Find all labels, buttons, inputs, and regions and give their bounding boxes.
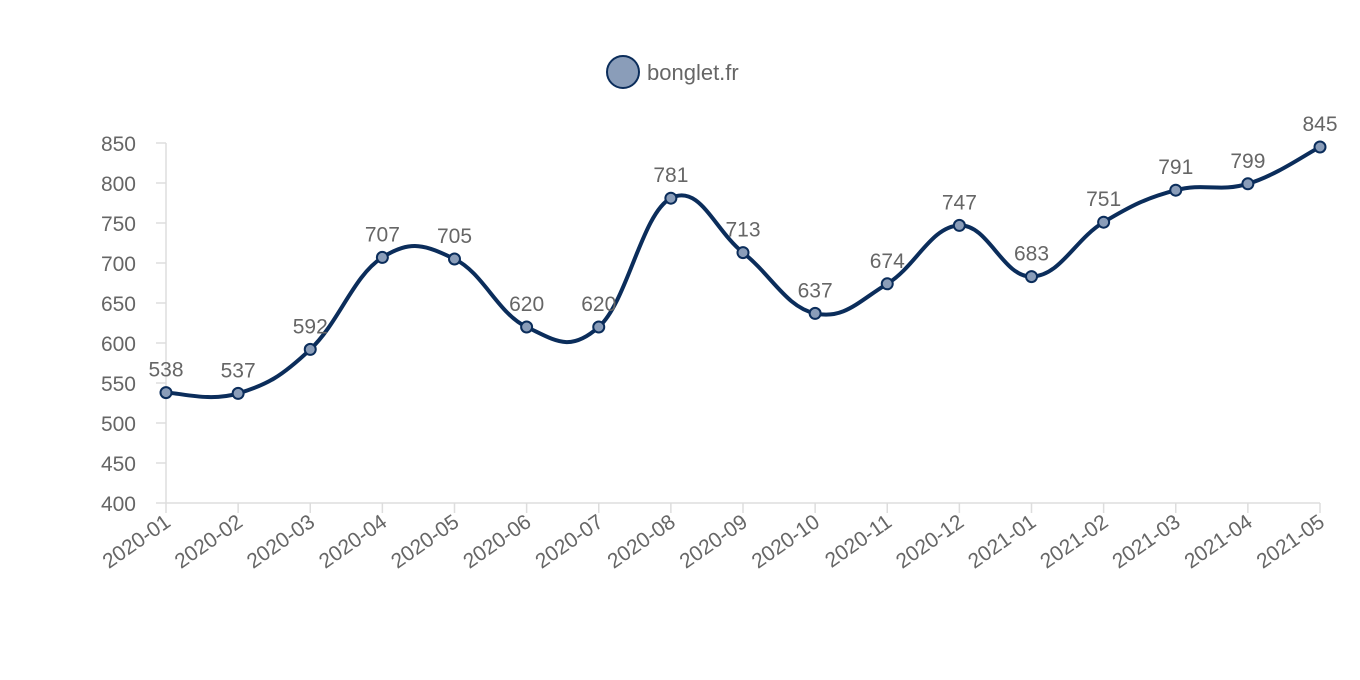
data-label: 683 bbox=[1014, 243, 1049, 266]
axes bbox=[156, 142, 1321, 513]
x-tick-label: 2020-04 bbox=[315, 510, 392, 573]
data-points bbox=[159, 140, 1327, 400]
data-label: 705 bbox=[437, 225, 472, 248]
data-label: 791 bbox=[1158, 156, 1193, 179]
x-tick-label: 2020-07 bbox=[531, 510, 607, 573]
data-labels: 538 537 592 707 705 620 620 781 713 637 674 747 683 7… bbox=[148, 113, 1337, 382]
data-point[interactable] bbox=[1241, 177, 1255, 191]
data-point[interactable] bbox=[1097, 215, 1111, 229]
x-tick-label: 2020-02 bbox=[171, 510, 247, 573]
data-point[interactable] bbox=[808, 306, 822, 320]
x-tick-label: 2021-02 bbox=[1036, 510, 1112, 573]
data-point[interactable] bbox=[1169, 183, 1183, 197]
data-label: 707 bbox=[365, 223, 400, 246]
y-tick-label: 700 bbox=[101, 253, 136, 276]
x-tick-label: 2020-01 bbox=[99, 510, 175, 573]
y-tick-label: 750 bbox=[101, 213, 136, 236]
legend-label: bonglet.fr bbox=[647, 60, 739, 85]
data-point[interactable] bbox=[1025, 270, 1038, 284]
data-point[interactable] bbox=[159, 386, 173, 400]
data-label: 637 bbox=[798, 279, 833, 302]
data-point[interactable] bbox=[303, 342, 317, 356]
data-point[interactable] bbox=[1313, 140, 1327, 154]
y-tick-label: 550 bbox=[101, 373, 136, 396]
x-tick-label: 2020-09 bbox=[676, 510, 752, 573]
x-tick-label: 2020-11 bbox=[821, 510, 896, 572]
x-tick-label: 2021-05 bbox=[1253, 510, 1329, 573]
data-point[interactable] bbox=[592, 320, 606, 334]
x-tick-label: 2020-03 bbox=[243, 510, 319, 573]
x-tick-label: 2020-06 bbox=[459, 510, 535, 573]
y-tick-label: 400 bbox=[101, 493, 136, 516]
x-tick-label: 2021-04 bbox=[1180, 510, 1257, 573]
x-tick-label: 2020-10 bbox=[748, 510, 824, 573]
y-tick-label: 800 bbox=[101, 173, 136, 196]
y-tick-label: 500 bbox=[101, 413, 136, 436]
data-label: 781 bbox=[653, 164, 688, 187]
x-tick-label: 2021-01 bbox=[964, 510, 1040, 573]
data-label: 751 bbox=[1086, 188, 1121, 211]
data-point[interactable] bbox=[880, 277, 894, 291]
x-tick-label: 2021-03 bbox=[1108, 510, 1184, 573]
data-label: 592 bbox=[293, 315, 328, 338]
y-tick-label: 850 bbox=[101, 133, 136, 156]
data-label: 538 bbox=[148, 359, 183, 382]
data-point[interactable] bbox=[231, 386, 245, 400]
x-tick-label: 2020-08 bbox=[603, 510, 679, 573]
data-label: 620 bbox=[581, 293, 616, 316]
data-point[interactable] bbox=[736, 246, 750, 260]
legend[interactable]: bonglet.fr bbox=[606, 55, 739, 89]
data-label: 799 bbox=[1230, 150, 1265, 173]
x-tick-label: 2020-12 bbox=[892, 510, 968, 573]
data-point[interactable] bbox=[664, 191, 678, 205]
data-point[interactable] bbox=[448, 252, 461, 266]
data-point[interactable] bbox=[952, 218, 966, 232]
data-label: 620 bbox=[509, 293, 544, 316]
y-tick-label: 650 bbox=[101, 293, 136, 316]
data-point[interactable] bbox=[375, 250, 389, 264]
y-tick-label: 450 bbox=[101, 453, 136, 476]
data-label: 713 bbox=[725, 219, 760, 242]
y-tick-label: 600 bbox=[101, 333, 136, 356]
legend-marker bbox=[606, 55, 640, 89]
data-label: 674 bbox=[870, 250, 905, 273]
data-label: 537 bbox=[221, 359, 256, 382]
data-label: 747 bbox=[942, 191, 977, 214]
x-tick-label: 2020-05 bbox=[387, 510, 463, 573]
series-line bbox=[164, 145, 1322, 400]
data-point[interactable] bbox=[520, 320, 534, 334]
data-label: 845 bbox=[1302, 113, 1337, 136]
